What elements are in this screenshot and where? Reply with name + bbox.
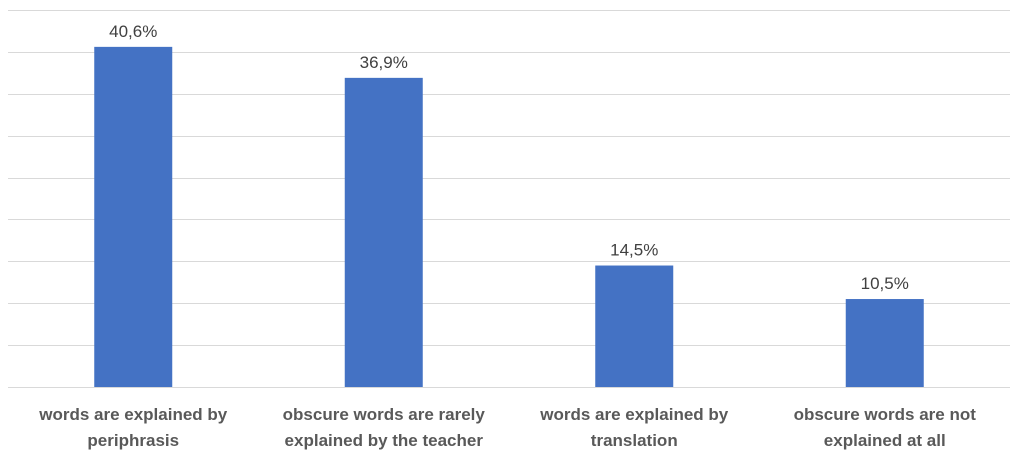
bar-4	[845, 299, 924, 387]
category-label-line: periphrasis	[87, 431, 179, 450]
data-label-1: 40,6%	[109, 22, 157, 41]
gridlines	[8, 10, 1010, 388]
bar-1	[94, 46, 173, 388]
category-label-line: obscure words are rarely	[283, 405, 486, 424]
category-label-2: obscure words are rarely explained by the…	[283, 405, 486, 450]
bars	[94, 46, 924, 388]
bar-2	[344, 77, 423, 388]
data-labels: 40,6% 36,9% 14,5% 10,5%	[109, 22, 909, 293]
category-label-line: words are explained by	[38, 405, 228, 424]
category-label-line: words are explained by	[539, 405, 729, 424]
category-label-4: obscure words are not explained at all	[794, 405, 977, 450]
data-label-3: 14,5%	[610, 241, 658, 260]
data-label-2: 36,9%	[360, 53, 408, 72]
category-label-line: translation	[591, 431, 678, 450]
bar-3	[595, 265, 674, 387]
category-labels: words are explained by periphrasis obscure…	[38, 405, 976, 450]
category-label-1: words are explained by periphrasis	[38, 405, 228, 450]
category-label-line: explained at all	[824, 431, 946, 450]
data-label-4: 10,5%	[861, 274, 909, 293]
category-label-line: obscure words are not	[794, 405, 977, 424]
category-label-line: explained by the teacher	[285, 431, 484, 450]
category-label-3: words are explained by translation	[539, 405, 729, 450]
